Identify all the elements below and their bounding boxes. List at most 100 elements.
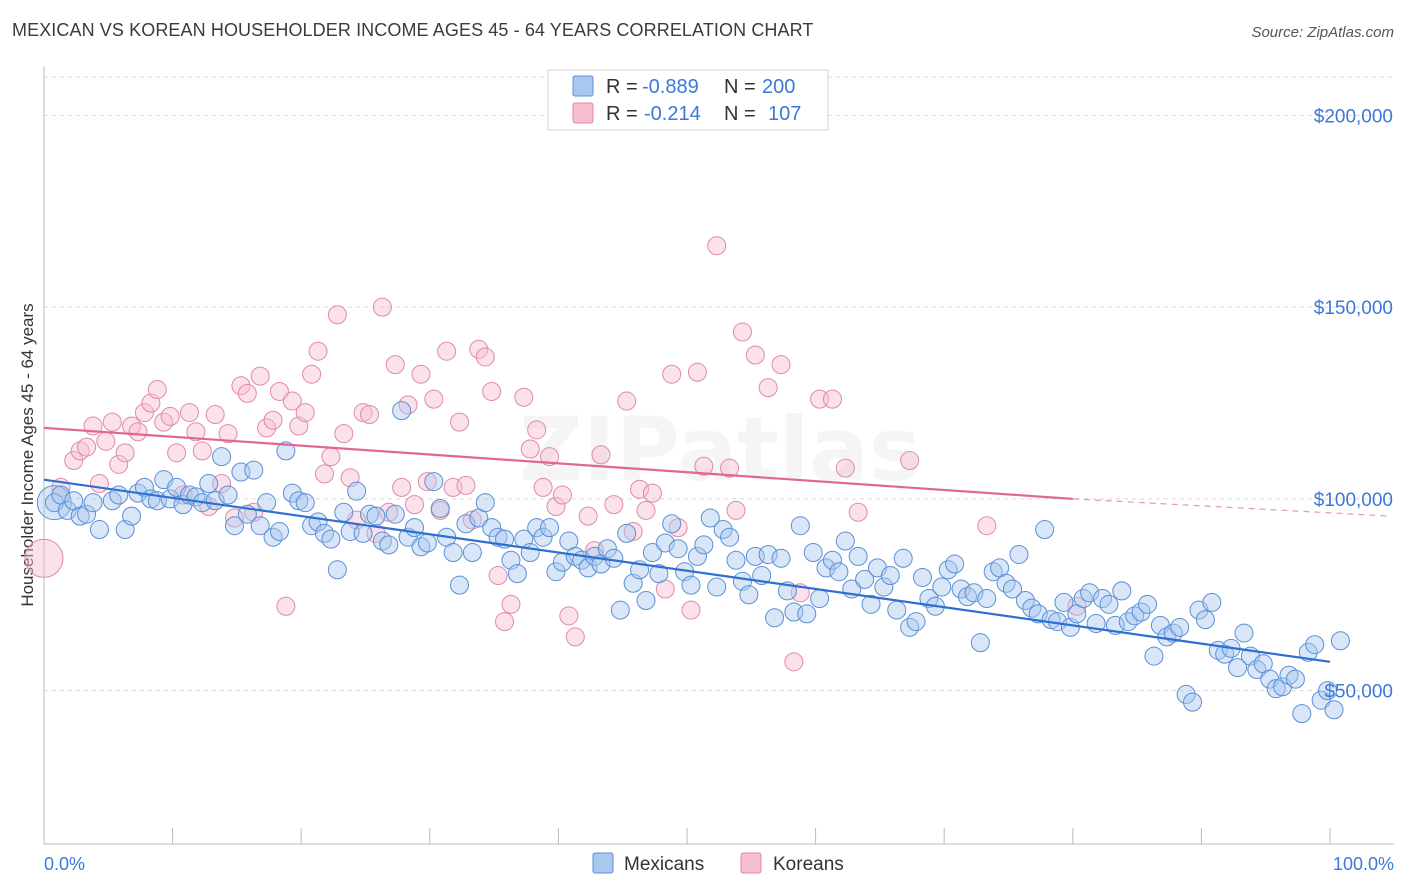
mexican-point	[687, 546, 707, 566]
korean-point	[89, 474, 109, 494]
y-tick-labels: $50,000 $100,000 $150,000 $200,000	[1314, 106, 1393, 702]
korean-point	[501, 594, 521, 614]
mexican-point	[848, 546, 868, 566]
korean-point	[745, 345, 765, 365]
mexican-point	[713, 520, 733, 540]
korean-point	[546, 497, 566, 517]
mexican-point	[218, 485, 238, 505]
mexican-point	[1305, 635, 1325, 655]
koreans-trend-line	[43, 426, 1073, 500]
legend-swatch-mexicans-bottom	[592, 852, 614, 874]
korean-point	[540, 447, 560, 467]
mexican-point	[70, 506, 90, 526]
mexican-point	[610, 600, 630, 620]
mexican-point	[1080, 583, 1100, 603]
mexican-point	[134, 477, 154, 497]
legend-swatch-mexicans	[572, 75, 594, 97]
legend-label-koreans: Koreans	[773, 854, 844, 875]
mexican-point	[855, 569, 875, 589]
mexican-point	[642, 543, 662, 563]
mexican-point	[385, 504, 405, 524]
korean-point	[167, 443, 187, 463]
mexican-point	[790, 516, 810, 536]
korean-point	[218, 424, 238, 444]
korean-point	[321, 447, 341, 467]
mexican-point	[597, 539, 617, 559]
korean-point	[379, 502, 399, 522]
mexican-point	[507, 564, 527, 584]
mexican-point	[1228, 658, 1248, 678]
mexican-point	[289, 491, 309, 511]
korean-point	[437, 341, 457, 361]
korean-point	[642, 483, 662, 503]
korean-point	[128, 422, 148, 442]
mexican-point	[83, 493, 103, 513]
mexican-point	[77, 504, 97, 524]
mexican-point	[462, 543, 482, 563]
mexican-point	[417, 533, 437, 553]
mexicans-trend-line	[43, 478, 1331, 663]
mexican-point	[970, 633, 990, 653]
mexican-point	[360, 504, 379, 524]
korean-point	[64, 451, 84, 470]
legend-n-value-koreans: 107	[768, 103, 801, 125]
legend-r-value-mexicans: -0.889	[642, 76, 699, 98]
korean-point	[636, 500, 656, 520]
mexican-point	[912, 567, 932, 587]
y-tick-label: $200,000	[1314, 106, 1393, 127]
korean-point	[623, 521, 643, 541]
korean-point	[353, 403, 373, 423]
mexican-point	[488, 527, 508, 547]
legend-label-mexicans: Mexicans	[624, 854, 704, 875]
mexican-point	[334, 502, 354, 522]
mexican-point	[424, 472, 444, 492]
korean-point	[205, 404, 225, 424]
korean-point	[520, 439, 540, 459]
mexican-point	[893, 548, 913, 568]
mexican-point	[1202, 592, 1222, 612]
mexican-point	[758, 544, 778, 564]
mexican-point	[1176, 684, 1196, 704]
korean-point	[822, 389, 842, 409]
korean-point	[360, 404, 379, 424]
korean-point	[977, 516, 997, 536]
korean-point	[495, 612, 515, 632]
korean-point	[482, 381, 502, 401]
mexican-point	[1298, 642, 1318, 662]
korean-point	[96, 431, 116, 451]
korean-point	[282, 391, 302, 411]
mexican-point	[906, 612, 926, 632]
korean-point	[115, 443, 135, 463]
mexican-point	[1009, 544, 1029, 564]
mexican-point	[720, 527, 740, 547]
legend-n-label: N =	[724, 103, 756, 125]
mexican-point	[1131, 602, 1151, 622]
korean-point	[24, 538, 64, 578]
legend-r-label: R =	[606, 76, 638, 98]
mexican-point	[655, 533, 675, 553]
korean-point	[720, 458, 740, 478]
trend-lines	[43, 426, 1391, 663]
korean-point	[687, 362, 707, 382]
mexican-point	[1311, 690, 1331, 710]
mexican-point	[803, 543, 823, 563]
mexican-point	[353, 523, 373, 543]
mexican-point	[964, 583, 984, 603]
mexican-point	[520, 543, 540, 563]
mexican-point	[1234, 623, 1254, 643]
korean-point	[617, 391, 637, 411]
korean-point	[456, 475, 476, 495]
mexican-point	[1138, 594, 1158, 614]
korean-point	[450, 412, 470, 432]
korean-point	[758, 378, 778, 398]
mexican-point	[347, 481, 367, 501]
mexican-point	[765, 608, 785, 628]
mexican-point	[1144, 646, 1164, 666]
korean-point	[417, 472, 437, 492]
mexican-point	[533, 527, 553, 547]
korean-point	[269, 381, 289, 401]
mexican-point	[1035, 520, 1055, 540]
korean-point	[334, 424, 354, 444]
mexican-point	[822, 550, 842, 570]
mexican-point	[694, 535, 714, 555]
